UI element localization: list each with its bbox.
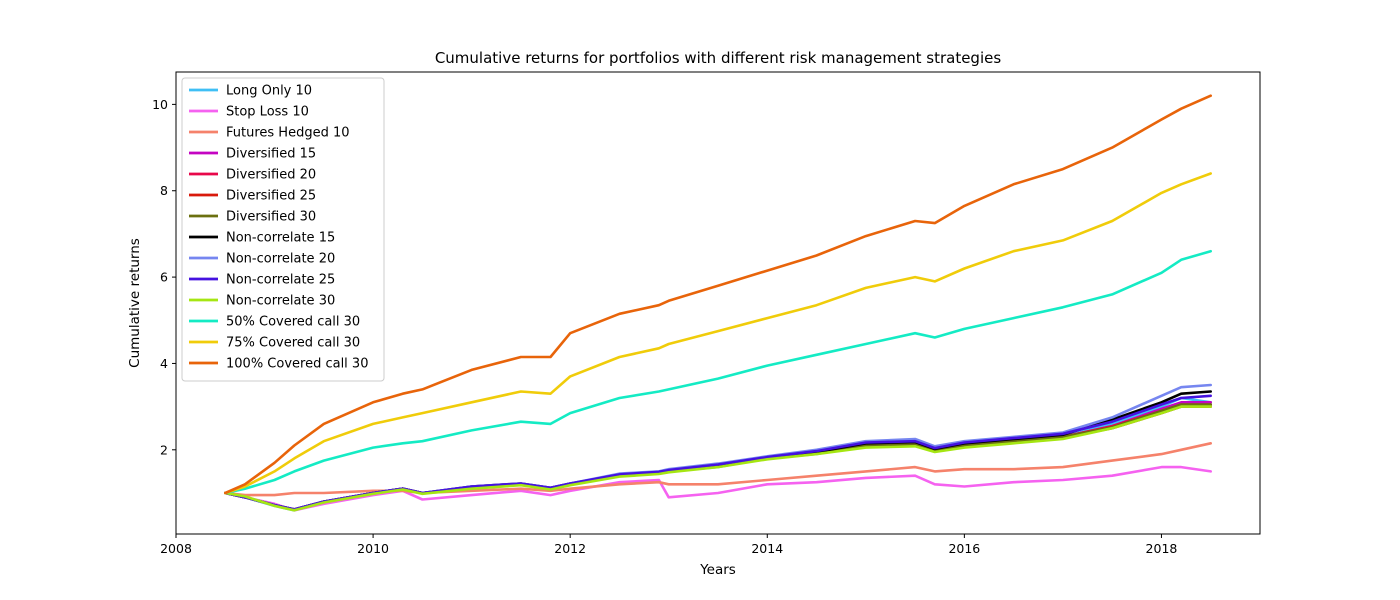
legend-label: Non-correlate 30 xyxy=(226,294,335,309)
y-tick-label: 10 xyxy=(152,97,168,112)
legend-label: Diversified 20 xyxy=(226,168,316,183)
x-axis: 2008 2010 2012 2014 2016 2018 xyxy=(160,534,1177,556)
legend: Long Only 10 Stop Loss 10 Futures Hedged 1… xyxy=(181,77,385,382)
x-tick-label: 2014 xyxy=(751,541,783,556)
legend-label: Stop Loss 10 xyxy=(226,105,309,120)
series-line-3 xyxy=(224,441,1212,497)
x-tick-label: 2008 xyxy=(160,541,192,556)
legend-label: Non-correlate 20 xyxy=(226,252,335,267)
x-tick-label: 2018 xyxy=(1146,541,1178,556)
y-axis-label: Cumulative returns xyxy=(127,238,143,368)
legend-label: 50% Covered call 30 xyxy=(226,315,360,330)
x-tick-label: 2010 xyxy=(357,541,389,556)
legend-label: Long Only 10 xyxy=(226,84,312,99)
y-tick-label: 6 xyxy=(160,270,168,285)
series-line-14 xyxy=(224,94,1212,495)
plot-frame xyxy=(175,71,1261,535)
series-line-11 xyxy=(224,405,1212,512)
y-tick-label: 2 xyxy=(160,442,168,457)
y-axis: 2 4 6 8 10 xyxy=(152,97,176,457)
x-tick-label: 2016 xyxy=(948,541,980,556)
y-tick-label: 4 xyxy=(160,356,168,371)
series-layer xyxy=(224,94,1212,512)
series-line-13 xyxy=(224,172,1212,495)
x-axis-label: Years xyxy=(699,562,736,578)
legend-label: Futures Hedged 10 xyxy=(226,126,350,141)
series-line-2 xyxy=(224,465,1212,512)
y-tick-label: 8 xyxy=(160,183,168,198)
legend-label: 75% Covered call 30 xyxy=(226,336,360,351)
legend-label: Diversified 30 xyxy=(226,210,316,225)
chart-title: Cumulative returns for portfolios with d… xyxy=(435,49,1002,67)
legend-label: 100% Covered call 30 xyxy=(226,357,368,372)
legend-label: Non-correlate 15 xyxy=(226,231,335,246)
legend-label: Diversified 15 xyxy=(226,147,316,162)
legend-label: Non-correlate 25 xyxy=(226,273,335,288)
series-line-12 xyxy=(224,249,1212,495)
x-tick-label: 2012 xyxy=(554,541,586,556)
legend-box xyxy=(181,77,385,382)
legend-label: Diversified 25 xyxy=(226,189,316,204)
